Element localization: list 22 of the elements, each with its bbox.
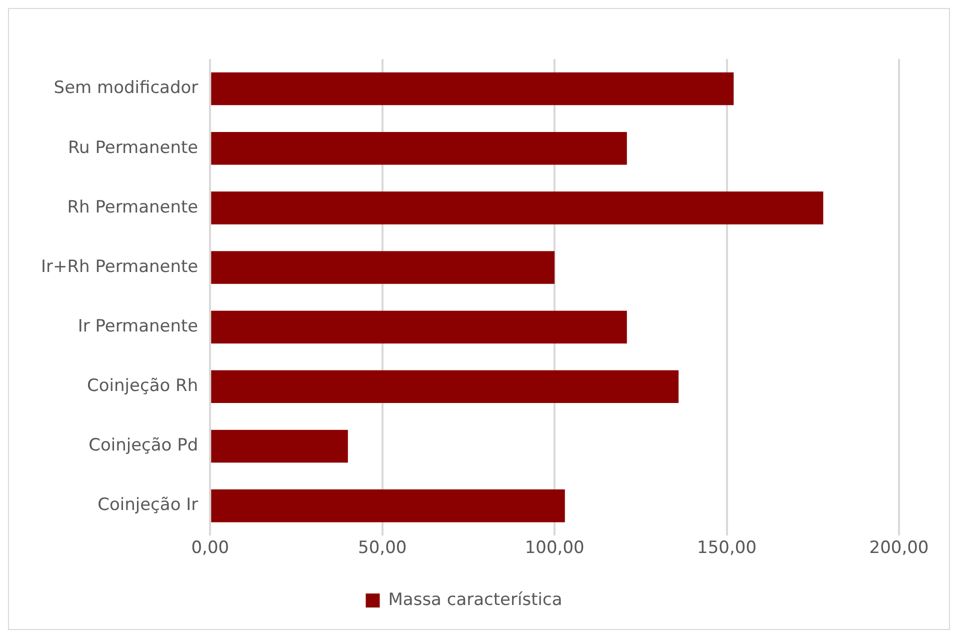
x-tick-label: 200,00: [869, 538, 929, 558]
y-tick-label: Rh Permanente: [67, 197, 198, 218]
bar: [211, 430, 348, 463]
y-tick-label: Ru Permanente: [68, 138, 198, 158]
bar: [211, 370, 679, 404]
y-tick-label: Ir+Rh Permanente: [40, 256, 198, 277]
x-tick-label: 0,00: [191, 538, 230, 558]
y-tick-label: Sem modificador: [54, 78, 198, 98]
x-tick-label: 100,00: [524, 538, 584, 558]
y-tick-label: Ir Permanente: [78, 316, 198, 337]
bar: [211, 72, 734, 106]
y-tick-label: Coinjeção Pd: [88, 436, 198, 456]
bar: [211, 489, 565, 522]
bar: [211, 310, 627, 344]
x-tick-label: 150,00: [697, 538, 757, 558]
x-tick-label: 50,00: [358, 538, 407, 558]
legend-label: Massa característica: [388, 590, 562, 610]
bar: [211, 132, 627, 165]
y-tick-label: Coinjeção Ir: [98, 495, 198, 516]
y-tick-label: Coinjeção Rh: [87, 376, 198, 396]
bar: [211, 192, 824, 224]
bar: [211, 251, 555, 284]
